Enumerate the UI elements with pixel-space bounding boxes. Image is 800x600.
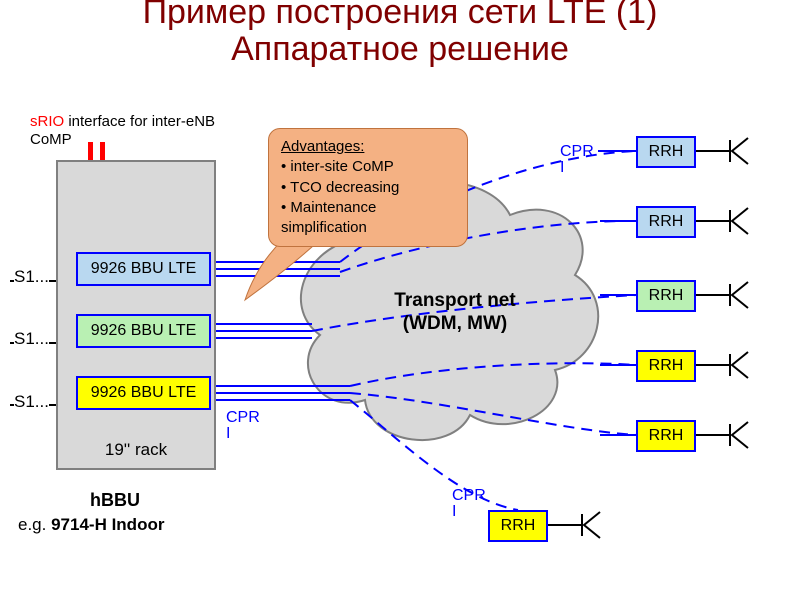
slide-title: Пример построения сети LTE (1) Аппаратно… (0, 0, 800, 69)
rrh-solid-links (598, 151, 636, 435)
s1-label-1: S1... (14, 329, 49, 349)
callout-title: Advantages: (281, 138, 364, 155)
title-line1: Пример построения сети LTE (1) (143, 0, 658, 31)
rrh-4: RRH (636, 420, 696, 452)
rrh-5: RRH (488, 510, 548, 542)
cpri-label-0: CPRI (560, 144, 594, 176)
callout-item-1: TCO decreasing (290, 179, 399, 196)
bbu-2: 9926 BBU LTE (76, 376, 211, 410)
eg-bold: 9714-H Indoor (51, 515, 164, 534)
rrh-1: RRH (636, 206, 696, 238)
rrh-0: RRH (636, 136, 696, 168)
cloud-label: Transport net (WDM, MW) (370, 290, 540, 336)
cloud-l1: Transport net (394, 290, 515, 311)
cpri-label-2: CPRI (452, 488, 486, 520)
s1-label-2: S1... (14, 392, 49, 412)
s1-label-0: S1... (14, 267, 49, 287)
bbu-1: 9926 BBU LTE (76, 314, 211, 348)
srio-label: sRIO interface for inter-eNB CoMP (30, 113, 260, 149)
advantages-callout: Advantages: • inter-site CoMP • TCO decr… (268, 128, 468, 247)
cloud-l2: (WDM, MW) (403, 313, 507, 334)
hbbu-label: hBBU (90, 490, 140, 511)
eg-label: e.g. 9714-H Indoor (18, 515, 164, 535)
rack-label: 19'' rack (56, 440, 216, 460)
srio-red: sRIO (30, 113, 64, 130)
cpri-label-1: CPRI (226, 410, 260, 442)
rrh-3: RRH (636, 350, 696, 382)
bbu-0: 9926 BBU LTE (76, 252, 211, 286)
callout-item-2: Maintenance simplification (281, 199, 376, 236)
rrh-2: RRH (636, 280, 696, 312)
callout-item-0: inter-site CoMP (290, 158, 393, 175)
title-line2: Аппаратное решение (231, 30, 569, 68)
